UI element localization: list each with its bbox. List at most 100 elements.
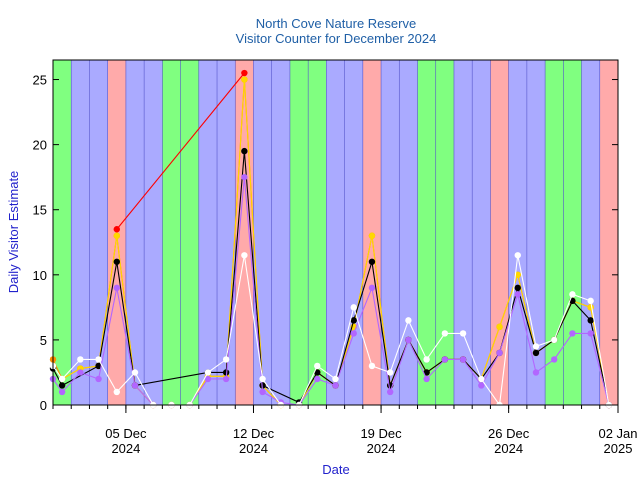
data-point-violet xyxy=(478,382,485,389)
day-band-9 xyxy=(198,60,218,405)
data-point-white xyxy=(222,356,230,363)
day-band-19 xyxy=(381,60,400,405)
data-point-violet xyxy=(350,330,357,337)
data-point-white xyxy=(386,369,394,376)
data-point-white xyxy=(551,336,558,344)
data-point-white xyxy=(587,297,594,305)
data-point-violet xyxy=(332,382,339,389)
x-tick-label: 05 Dec xyxy=(105,426,147,441)
day-band-25 xyxy=(490,60,509,405)
data-point-yellow xyxy=(496,323,503,331)
data-point-violet xyxy=(314,375,321,383)
day-band-22 xyxy=(435,60,454,405)
data-point-black xyxy=(314,369,321,376)
data-point-violet xyxy=(405,336,412,344)
day-band-12 xyxy=(253,60,272,405)
series-line-red xyxy=(116,72,245,230)
data-point-red xyxy=(241,69,248,77)
y-tick-label: 5 xyxy=(40,333,47,348)
data-point-white xyxy=(113,388,120,396)
data-point-white xyxy=(95,356,102,363)
x-tick-label: 19 Dec xyxy=(360,426,402,441)
data-point-white xyxy=(478,375,485,383)
axes xyxy=(52,59,619,406)
day-band-1 xyxy=(53,60,72,405)
data-point-white xyxy=(350,304,357,311)
data-point-violet xyxy=(423,375,430,383)
day-band-3 xyxy=(89,60,108,405)
data-point-violet xyxy=(441,356,449,363)
day-band-23 xyxy=(453,60,473,405)
day-band-15 xyxy=(308,60,327,405)
data-point-black xyxy=(423,369,430,376)
day-band-10 xyxy=(217,60,236,405)
day-band-4 xyxy=(107,60,126,405)
day-band-14 xyxy=(289,60,309,405)
data-point-white xyxy=(569,291,576,298)
x-tick-year: 2024 xyxy=(494,441,523,456)
x-tick-label: 26 Dec xyxy=(488,426,530,441)
data-point-black xyxy=(241,147,248,155)
day-band-13 xyxy=(271,60,290,405)
data-point-violet xyxy=(204,375,212,383)
day-band-26 xyxy=(508,60,527,405)
data-point-black xyxy=(259,382,266,389)
data-point-yellow xyxy=(514,271,521,279)
data-point-violet xyxy=(514,291,521,298)
data-point-violet xyxy=(58,388,66,396)
series-red xyxy=(113,69,248,233)
data-point-white xyxy=(259,375,266,383)
x-tick-year: 2024 xyxy=(367,441,396,456)
data-point-white xyxy=(514,252,521,259)
data-point-white xyxy=(131,369,139,376)
data-point-white xyxy=(58,375,66,383)
day-band-7 xyxy=(162,60,181,405)
data-point-black xyxy=(58,382,66,389)
data-point-white xyxy=(405,317,412,324)
data-point-white xyxy=(459,330,467,337)
day-band-20 xyxy=(399,60,418,405)
data-point-violet xyxy=(95,375,102,383)
y-axis-label: Daily Visitor Estimate xyxy=(6,171,21,294)
day-band-18 xyxy=(362,60,382,405)
data-point-white xyxy=(441,330,449,337)
data-point-yellow xyxy=(368,232,376,239)
data-point-white xyxy=(423,356,430,363)
data-point-white xyxy=(532,343,540,350)
day-band-30 xyxy=(581,60,600,405)
x-tick-year: 2024 xyxy=(111,441,140,456)
data-point-violet xyxy=(113,284,120,292)
chart-subtitle: Visitor Counter for December 2024 xyxy=(236,31,437,46)
chart-title: North Cove Nature Reserve xyxy=(256,16,416,31)
data-point-violet xyxy=(551,356,558,363)
y-tick-label: 0 xyxy=(40,398,47,413)
data-point-white xyxy=(241,252,248,259)
day-band-27 xyxy=(526,60,546,405)
data-point-black xyxy=(350,317,357,324)
y-tick-label: 15 xyxy=(33,203,47,218)
data-point-yellow xyxy=(587,304,594,311)
data-point-black xyxy=(587,317,594,324)
data-point-white xyxy=(332,375,339,383)
data-point-violet xyxy=(569,330,576,337)
data-point-yellow xyxy=(241,76,248,83)
data-point-red xyxy=(113,226,120,233)
data-point-black xyxy=(532,349,540,357)
data-point-violet xyxy=(496,349,503,357)
data-point-black xyxy=(514,284,521,292)
day-band-28 xyxy=(545,60,564,405)
x-axis-label: Date xyxy=(322,462,349,477)
data-point-violet xyxy=(241,173,248,181)
data-point-white xyxy=(368,362,376,370)
background-bands xyxy=(53,60,618,405)
data-point-violet xyxy=(259,388,266,396)
day-band-6 xyxy=(144,60,163,405)
series-line-white xyxy=(52,255,610,407)
day-band-21 xyxy=(417,60,436,405)
day-band-5 xyxy=(125,60,145,405)
day-band-24 xyxy=(472,60,491,405)
x-tick-label: 02 Jan xyxy=(598,426,637,441)
y-tick-label: 10 xyxy=(33,268,47,283)
